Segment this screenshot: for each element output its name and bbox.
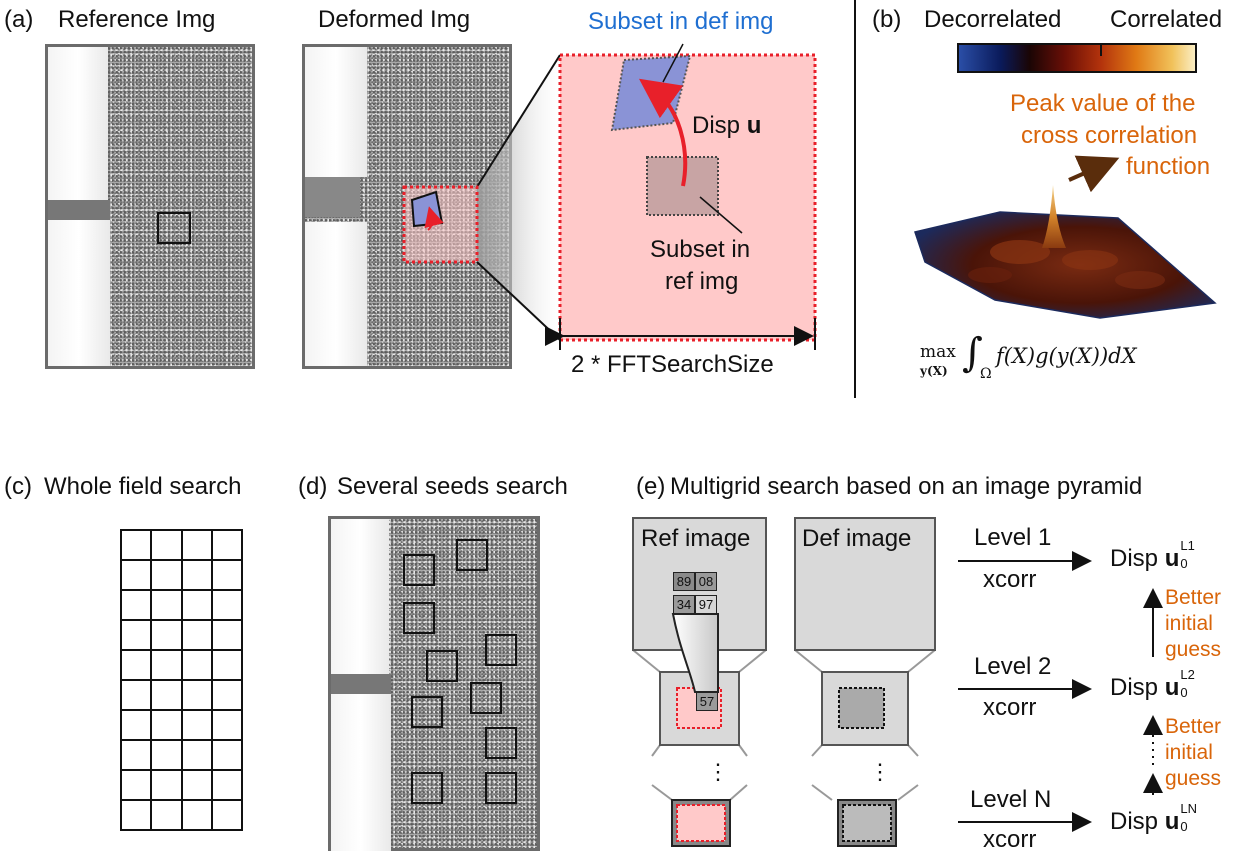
seed-box (485, 772, 517, 804)
better-guess-2-line1: Better (1165, 715, 1222, 738)
colorbar (957, 43, 1197, 73)
def-level1-box (794, 517, 936, 651)
disp-sub: 0 (1180, 556, 1188, 571)
def-image-label: Def image (802, 525, 912, 552)
def-pyramid-dots: ⋮ (869, 759, 891, 784)
disp-u: u (1164, 545, 1180, 572)
seed-box (456, 539, 488, 571)
peak-arrow (1068, 155, 1120, 193)
ref-levelN-window (676, 804, 726, 842)
subset-def-label: Subset in def img (588, 8, 774, 35)
formula-sub: y(X) (920, 364, 948, 378)
ref-subset-box (157, 212, 191, 244)
cell-08: 08 (695, 572, 717, 591)
disp-arrow (638, 78, 688, 187)
formula-body: f(X)g(y(X))dX (996, 344, 1137, 368)
level-n-label: Level N (970, 786, 1052, 813)
disp-level-1: Disp u L1 0 (1110, 538, 1199, 573)
better-guess-2-line3: guess (1165, 767, 1222, 790)
correlation-surface (914, 185, 1217, 319)
search-size-label: 2 * FFTSearchSize (571, 351, 774, 378)
ref-image-label: Ref image (641, 525, 751, 552)
subset-ref-line1: Subset in (650, 236, 751, 263)
cell-89: 89 (673, 572, 695, 591)
level-2-label: Level 2 (974, 653, 1052, 680)
peak-line1: Peak value of the (1010, 90, 1196, 117)
better-guess-2-line2: initial (1165, 741, 1213, 764)
zoom-wedge (477, 55, 560, 340)
disp-label: Disp u (692, 112, 761, 140)
disp-u: u (1164, 808, 1180, 835)
peak-line2: cross correlation (1021, 122, 1198, 149)
panel-e-tag: (e) (636, 473, 666, 500)
formula-domain: Ω (980, 366, 992, 382)
d-upper-grip (331, 519, 389, 674)
seed-box (426, 650, 458, 682)
seed-box (403, 554, 435, 586)
level-1-label: Level 1 (974, 524, 1052, 551)
panel-d-title: Several seeds search (337, 473, 568, 500)
disp-text: Disp (1110, 808, 1165, 835)
seed-box (411, 772, 443, 804)
formula: max y(X) ∫ Ω f(X)g(y(X))dX (920, 330, 1240, 390)
disp-text: Disp (1110, 545, 1165, 572)
disp-sub: 0 (1180, 685, 1188, 700)
def-level2-box (821, 671, 909, 746)
cell-34: 34 (673, 595, 695, 614)
reference-img-title: Reference Img (58, 6, 216, 33)
seed-box (403, 602, 435, 634)
disp-level-n: Disp u LN 0 (1110, 801, 1199, 836)
deformed-img-title: Deformed Img (318, 6, 471, 33)
disp-symbol: u (746, 112, 762, 139)
d-notch (331, 674, 391, 694)
correlation-peak (1042, 185, 1066, 248)
level-2-method: xcorr (983, 694, 1037, 721)
panel-e-title: Multigrid search based on an image pyram… (670, 473, 1143, 500)
ref-upper-grip (48, 47, 108, 200)
panel-b-tag: (b) (872, 6, 902, 33)
def-lower-grip (305, 222, 367, 366)
disp-prefix: Disp (692, 112, 747, 139)
peak-line3: function (1126, 153, 1211, 180)
whole-field-grid (120, 529, 243, 831)
def-upper-grip (305, 47, 367, 177)
disp-sup: L2 (1180, 667, 1195, 682)
ref-pyramid-dots: ⋮ (707, 759, 729, 784)
disp-sup: LN (1180, 801, 1197, 816)
panel-a-tag: (a) (4, 6, 34, 33)
better-guess-1-line3: guess (1165, 638, 1222, 661)
cell-97: 97 (695, 595, 717, 614)
decorrelated-label: Decorrelated (924, 6, 1062, 33)
cell-57: 57 (696, 692, 718, 711)
better-guess-1-line1: Better (1165, 586, 1222, 609)
level-1-method: xcorr (983, 566, 1037, 593)
panel-d-tag: (d) (298, 473, 328, 500)
ref-lower-grip (48, 220, 110, 366)
disp-level-2: Disp u L2 0 (1110, 667, 1199, 702)
disp-u: u (1164, 674, 1180, 701)
subset-in-ref-img (646, 156, 719, 216)
disp-sup: L1 (1180, 538, 1195, 553)
seed-box (411, 696, 443, 728)
def-notch (305, 177, 360, 217)
integral-sign: ∫ (962, 330, 983, 376)
subset-ref-line2: ref img (665, 268, 739, 295)
disp-text: Disp (1110, 674, 1165, 701)
seed-box (485, 634, 517, 666)
panel-c-tag: (c) (4, 473, 32, 500)
ref-notch (48, 200, 110, 220)
level-n-method: xcorr (983, 826, 1037, 853)
d-lower-grip (331, 694, 391, 851)
def-levelN-window (842, 804, 892, 842)
formula-max: max (920, 342, 956, 362)
seed-box (470, 682, 502, 714)
correlated-label: Correlated (1110, 6, 1223, 33)
better-guess-1-line2: initial (1165, 612, 1213, 635)
panel-c-title: Whole field search (44, 473, 242, 500)
seed-box (485, 727, 517, 759)
disp-sub: 0 (1180, 819, 1188, 834)
pyramid-connectors (632, 649, 936, 801)
def-level2-window (838, 687, 885, 729)
